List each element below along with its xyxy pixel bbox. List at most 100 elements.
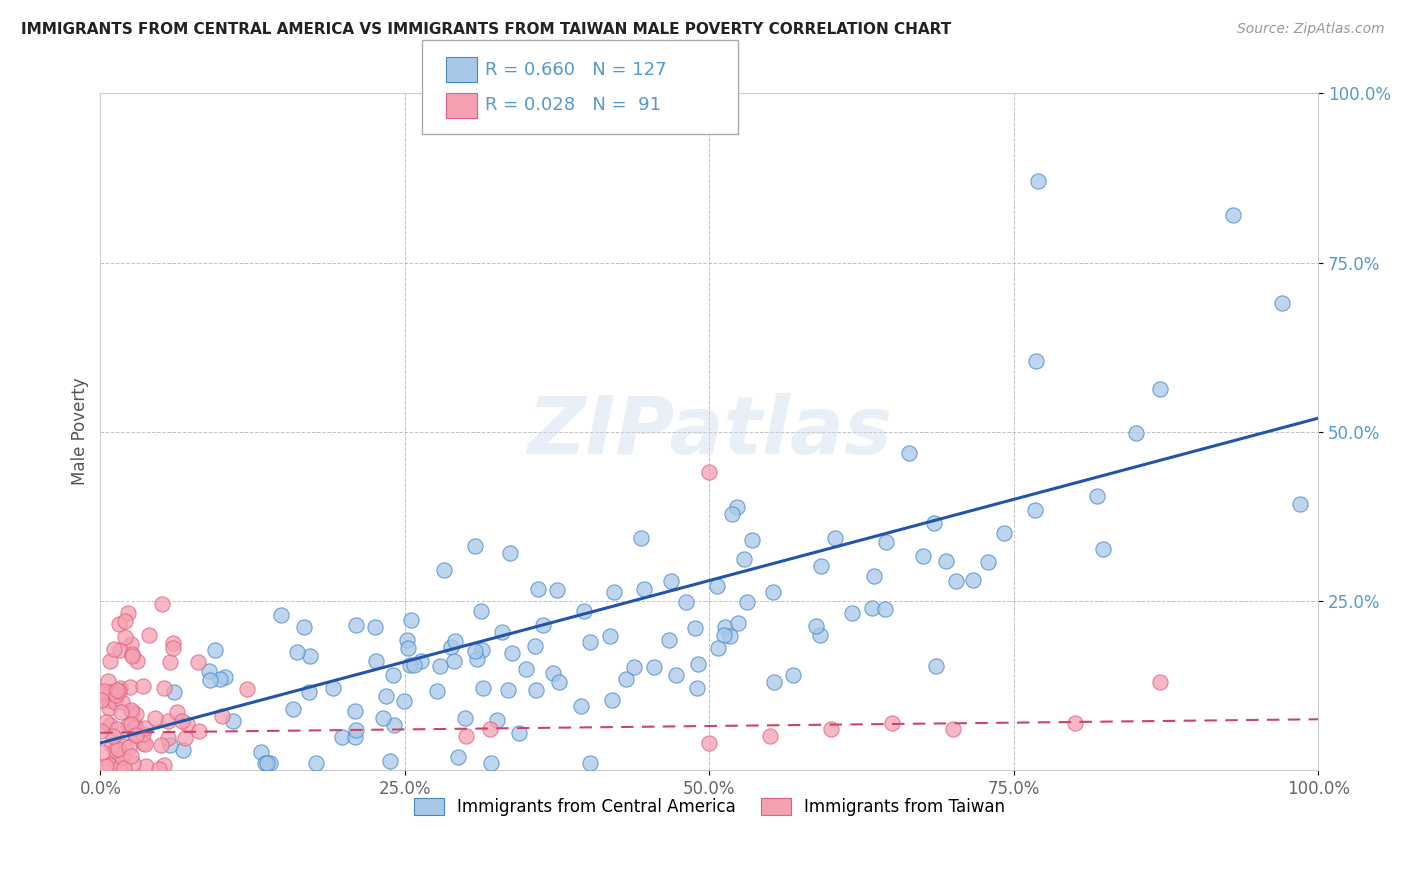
- Point: [107, 742, 129, 756]
- Point: [107, 617, 129, 632]
- Point: [105, 688, 128, 702]
- Point: [600, 692, 623, 706]
- Point: [531, 617, 554, 632]
- Point: [426, 684, 449, 698]
- Point: [209, 672, 232, 686]
- Point: [98, 701, 121, 715]
- Point: [124, 728, 146, 742]
- Point: [1149, 675, 1171, 690]
- Point: [443, 654, 465, 668]
- Point: [718, 629, 741, 643]
- Point: [735, 595, 758, 609]
- Point: [447, 749, 470, 764]
- Point: [298, 685, 321, 699]
- Point: [658, 633, 681, 648]
- Point: [103, 641, 125, 656]
- Point: [153, 758, 176, 772]
- Point: [479, 756, 502, 771]
- Point: [94, 758, 117, 772]
- Point: [162, 641, 184, 656]
- Point: [665, 668, 688, 682]
- Point: [643, 660, 665, 674]
- Point: [253, 756, 276, 771]
- Point: [486, 714, 509, 728]
- Point: [121, 705, 143, 719]
- Point: [860, 601, 883, 615]
- Point: [114, 739, 136, 753]
- Point: [344, 617, 367, 632]
- Point: [1092, 541, 1115, 556]
- Point: [898, 446, 921, 460]
- Point: [121, 717, 143, 731]
- Point: [134, 737, 156, 751]
- Point: [725, 500, 748, 514]
- Point: [433, 563, 456, 577]
- Point: [114, 630, 136, 644]
- Point: [465, 652, 488, 666]
- Point: [409, 655, 432, 669]
- Point: [706, 579, 728, 593]
- Point: [526, 582, 548, 596]
- Point: [211, 709, 233, 723]
- Point: [541, 665, 564, 680]
- Point: [153, 681, 176, 696]
- Point: [111, 695, 134, 709]
- Point: [443, 634, 465, 648]
- Y-axis label: Male Poverty: Male Poverty: [72, 378, 89, 485]
- Point: [166, 705, 188, 719]
- Point: [686, 657, 709, 672]
- Point: [256, 756, 278, 771]
- Point: [942, 723, 965, 737]
- Point: [429, 659, 451, 673]
- Point: [163, 685, 186, 699]
- Point: [292, 620, 315, 634]
- Point: [962, 573, 984, 587]
- Point: [100, 685, 122, 699]
- Point: [305, 756, 328, 771]
- Point: [156, 731, 179, 746]
- Point: [741, 533, 763, 548]
- Point: [98, 758, 121, 772]
- Point: [108, 643, 131, 657]
- Point: [143, 711, 166, 725]
- Point: [176, 717, 198, 731]
- Point: [398, 640, 420, 655]
- Point: [683, 621, 706, 635]
- Point: [120, 748, 142, 763]
- Point: [121, 756, 143, 771]
- Point: [117, 717, 139, 731]
- Point: [782, 668, 804, 682]
- Point: [157, 714, 180, 728]
- Point: [1271, 296, 1294, 310]
- Point: [603, 585, 626, 599]
- Point: [993, 525, 1015, 540]
- Point: [501, 646, 523, 660]
- Point: [162, 635, 184, 649]
- Point: [721, 507, 744, 521]
- Point: [524, 640, 547, 654]
- Point: [924, 516, 946, 530]
- Point: [697, 736, 720, 750]
- Point: [454, 729, 477, 743]
- Point: [471, 643, 494, 657]
- Point: [863, 569, 886, 583]
- Point: [395, 632, 418, 647]
- Point: [90, 723, 112, 738]
- Point: [249, 746, 271, 760]
- Point: [98, 685, 121, 699]
- Point: [124, 728, 146, 742]
- Point: [124, 718, 146, 732]
- Point: [935, 554, 957, 568]
- Point: [491, 624, 513, 639]
- Point: [499, 546, 522, 560]
- Point: [630, 531, 652, 545]
- Point: [880, 715, 903, 730]
- Point: [159, 738, 181, 752]
- Point: [134, 721, 156, 735]
- Point: [221, 714, 243, 728]
- Point: [344, 730, 367, 744]
- Point: [344, 723, 367, 737]
- Point: [464, 539, 486, 553]
- Point: [121, 648, 143, 662]
- Point: [98, 718, 121, 732]
